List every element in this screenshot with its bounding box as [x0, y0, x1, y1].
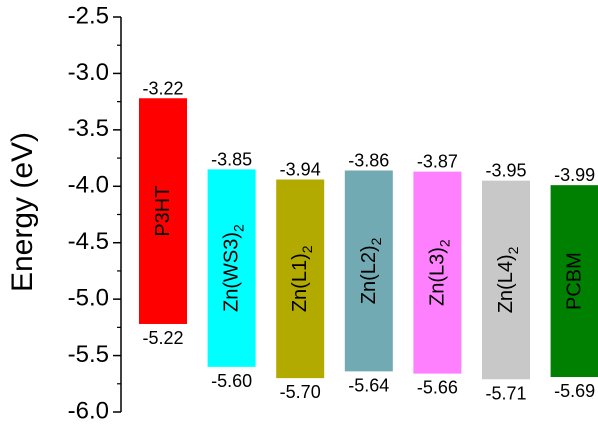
y-tick-label: -5.5 — [68, 341, 109, 368]
bar-name-text: PCBM — [564, 252, 586, 310]
y-tick-label: -4.5 — [68, 228, 109, 255]
bar-name-label: PCBM — [564, 252, 586, 310]
bar-name-label: Zn(WS3)2 — [221, 224, 246, 312]
y-tick-label: -5.0 — [68, 284, 109, 311]
bar-name-text: Zn(L4) — [495, 254, 517, 313]
bar-group: -3.99 -5.69 PCBM — [550, 165, 598, 401]
bar-top-label: -3.95 — [485, 161, 526, 181]
bar-name-text: Zn(L3) — [427, 247, 449, 306]
bar-group: -3.22 -5.22 P3HT — [139, 78, 187, 348]
y-tick-label: -2.5 — [68, 2, 109, 29]
y-tick-label: -4.0 — [68, 172, 109, 199]
bar-name-subscript: 2 — [299, 245, 315, 253]
bar-group: -3.86 -5.64 Zn(L2)2 — [344, 150, 393, 395]
bar-name-label: Zn(L1)2 — [289, 245, 314, 312]
bar-group: -3.94 -5.70 Zn(L1)2 — [276, 160, 325, 402]
y-tick-label: -3.0 — [68, 59, 109, 86]
bar-top-label: -3.87 — [417, 152, 458, 172]
bar-name-text: P3HT — [152, 186, 174, 237]
bar-name-label: Zn(L3)2 — [427, 239, 452, 306]
bar-group: -3.85 -5.60 Zn(WS3)2 — [207, 149, 256, 391]
bar-top-label: -3.94 — [280, 160, 321, 180]
bar-name-label: P3HT — [152, 186, 174, 237]
bar-name-text: Zn(L2) — [358, 245, 380, 304]
bar-top-label: -3.85 — [211, 149, 252, 169]
bar — [344, 170, 393, 372]
bar-name-subscript: 2 — [436, 239, 452, 247]
bar-name-subscript: 2 — [505, 246, 521, 254]
bar-name-subscript: 2 — [368, 237, 384, 245]
y-tick-label: -6.0 — [68, 397, 109, 424]
y-tick-label: -3.5 — [68, 115, 109, 142]
bar-name-subscript: 2 — [230, 224, 246, 232]
bar-bottom-label: -5.64 — [348, 375, 389, 395]
bar-name-text: Zn(WS3) — [221, 232, 243, 312]
bar — [276, 179, 325, 379]
bar — [413, 171, 462, 374]
bar-group: -3.95 -5.71 Zn(L4)2 — [482, 161, 530, 403]
bar-group: -3.87 -5.66 Zn(L3)2 — [413, 152, 462, 398]
bar — [550, 185, 598, 378]
y-axis: -2.5 -3.0 -3.5 -4.0 -4.5 -5.0 -5.5 -6.0 — [68, 2, 122, 424]
bar-bottom-label: -5.60 — [211, 371, 252, 391]
bar — [207, 169, 256, 367]
bar-top-label: -3.86 — [348, 150, 389, 170]
bar-name-label: Zn(L2)2 — [358, 237, 383, 304]
bar-bottom-label: -5.71 — [485, 383, 526, 403]
bar-bottom-label: -5.22 — [142, 328, 183, 348]
bars-group: -3.22-5.22P3HT-3.85-5.60Zn(WS3)2-3.94-5.… — [139, 78, 598, 403]
bar-top-label: -3.22 — [142, 78, 183, 98]
y-axis-label: Energy (eV) — [6, 132, 39, 292]
bar-bottom-label: -5.70 — [280, 382, 321, 402]
bar — [139, 98, 187, 324]
bar-name-label: Zn(L4)2 — [495, 246, 520, 313]
bar-name-text: Zn(L1) — [289, 253, 311, 312]
bar-top-label: -3.99 — [554, 165, 595, 185]
bar-bottom-label: -5.69 — [554, 381, 595, 401]
bar-bottom-label: -5.66 — [417, 378, 458, 398]
bar — [482, 180, 530, 380]
